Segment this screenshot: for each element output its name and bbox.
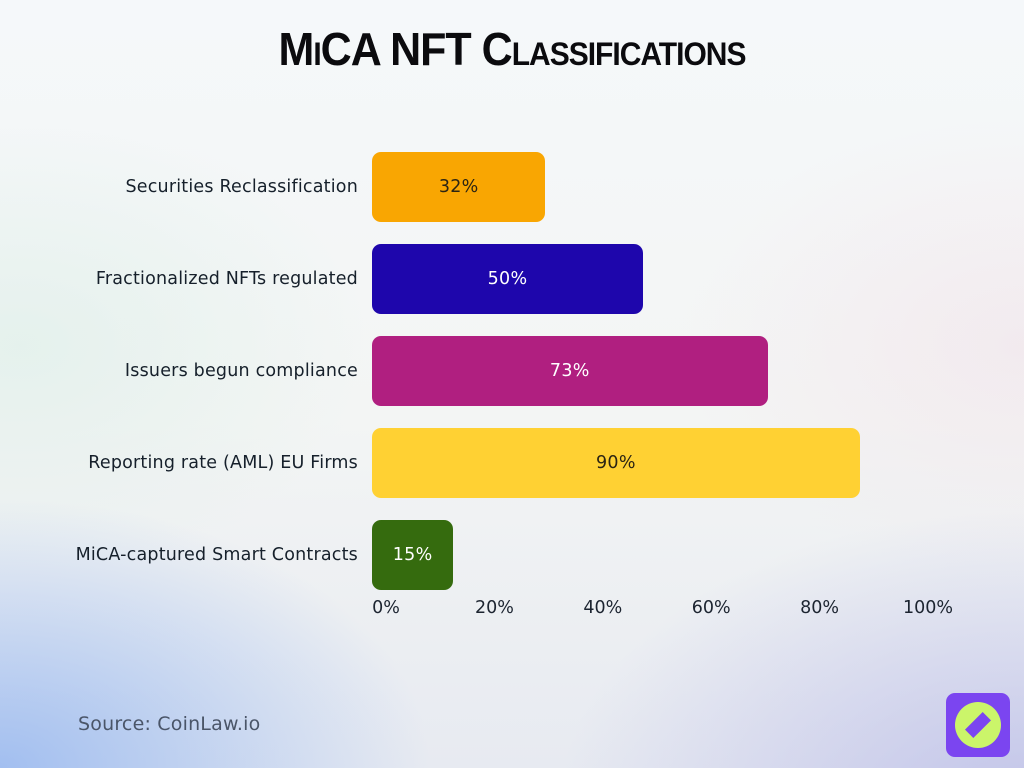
compass-needle-icon: [965, 712, 991, 738]
x-axis-tick: 0%: [372, 598, 400, 618]
coinlaw-logo: [946, 693, 1010, 757]
bar-securities-reclassification: 32%: [372, 152, 546, 222]
bar-row: Securities Reclassification 32%: [0, 152, 1024, 222]
bar-value-label: 73%: [549, 361, 590, 381]
bar-value-label: 90%: [596, 453, 636, 473]
chart-title: MiCA NFT Classifications: [278, 24, 747, 76]
bar-chart: Securities Reclassification 32% Fraction…: [0, 152, 1024, 612]
bar-row: Fractionalized NFTs regulated 50%: [0, 244, 1024, 314]
bar-value-label: 50%: [487, 269, 528, 289]
bar-mica-captured-smart-contracts: 15%: [372, 520, 454, 590]
bar-track: 73%: [372, 336, 914, 406]
bar-row: MiCA-captured Smart Contracts 15%: [0, 520, 1024, 590]
bar-issuers-begun-compliance: 73%: [372, 336, 768, 406]
category-label: Reporting rate (AML) EU Firms: [88, 453, 358, 473]
bar-value-label: 15%: [392, 545, 433, 565]
source-attribution: Source: CoinLaw.io: [78, 713, 261, 735]
bar-row: Reporting rate (AML) EU Firms 90%: [0, 428, 1024, 498]
category-label: Issuers begun compliance: [124, 361, 358, 381]
logo-circle: [955, 702, 1001, 748]
bar-reporting-rate-aml-eu-firms: 90%: [372, 428, 860, 498]
x-axis-tick: 100%: [902, 598, 954, 618]
bar-track: 15%: [372, 520, 914, 590]
category-label: Securities Reclassification: [125, 177, 358, 197]
bar-row: Issuers begun compliance 73%: [0, 336, 1024, 406]
x-axis-tick: 40%: [583, 598, 623, 618]
x-axis-tick: 60%: [691, 598, 731, 618]
x-axis: 0% 20% 40% 60% 80% 100%: [372, 598, 953, 626]
x-axis-tick: 20%: [474, 598, 514, 618]
category-label: Fractionalized NFTs regulated: [95, 269, 358, 289]
bar-value-label: 32%: [438, 177, 479, 197]
bar-track: 90%: [372, 428, 914, 498]
bar-fractionalized-nfts-regulated: 50%: [372, 244, 643, 314]
x-axis-tick: 80%: [800, 598, 840, 618]
category-label: MiCA-captured Smart Contracts: [75, 545, 358, 565]
bar-track: 32%: [372, 152, 914, 222]
bar-track: 50%: [372, 244, 914, 314]
